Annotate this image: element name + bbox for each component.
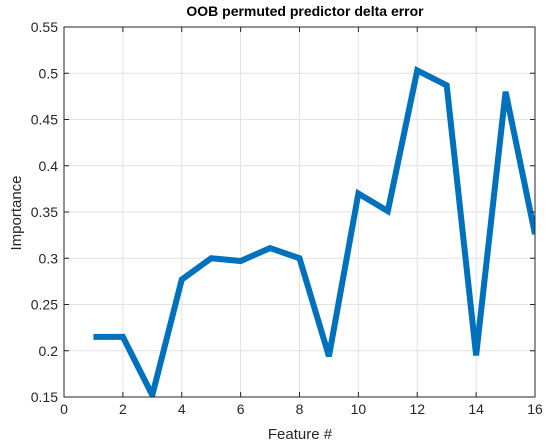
x-tick-label: 2: [119, 401, 127, 417]
x-tick-label: 14: [468, 401, 484, 417]
y-tick-label: 0.5: [39, 65, 59, 81]
chart-title: OOB permuted predictor delta error: [186, 3, 424, 19]
x-tick-label: 12: [409, 401, 425, 417]
y-axis-ticks: 0.15 0.2 0.25 0.3 0.35 0.4 0.45 0.5 0.55: [31, 19, 535, 405]
y-tick-label: 0.55: [31, 19, 58, 35]
x-axis-ticks: 0 2 4 6 8 10 12 14 16: [60, 27, 543, 417]
y-tick-label: 0.45: [31, 112, 58, 128]
series-lines: [93, 66, 535, 397]
x-axis-label: Feature #: [268, 426, 333, 443]
y-tick-label: 0.25: [31, 297, 58, 313]
x-tick-label: 10: [351, 401, 367, 417]
x-tick-label: 8: [296, 401, 304, 417]
y-tick-label: 0.2: [39, 343, 59, 359]
y-tick-label: 0.4: [39, 158, 59, 174]
x-tick-label: 6: [237, 401, 245, 417]
x-tick-label: 4: [178, 401, 186, 417]
x-tick-label: 0: [60, 401, 68, 417]
y-tick-label: 0.3: [39, 250, 59, 266]
x-tick-label: 16: [527, 401, 543, 417]
series-line-1: [93, 66, 535, 397]
y-tick-label: 0.15: [31, 389, 58, 405]
y-axis-label: Importance: [8, 175, 25, 250]
y-tick-label: 0.35: [31, 204, 58, 220]
